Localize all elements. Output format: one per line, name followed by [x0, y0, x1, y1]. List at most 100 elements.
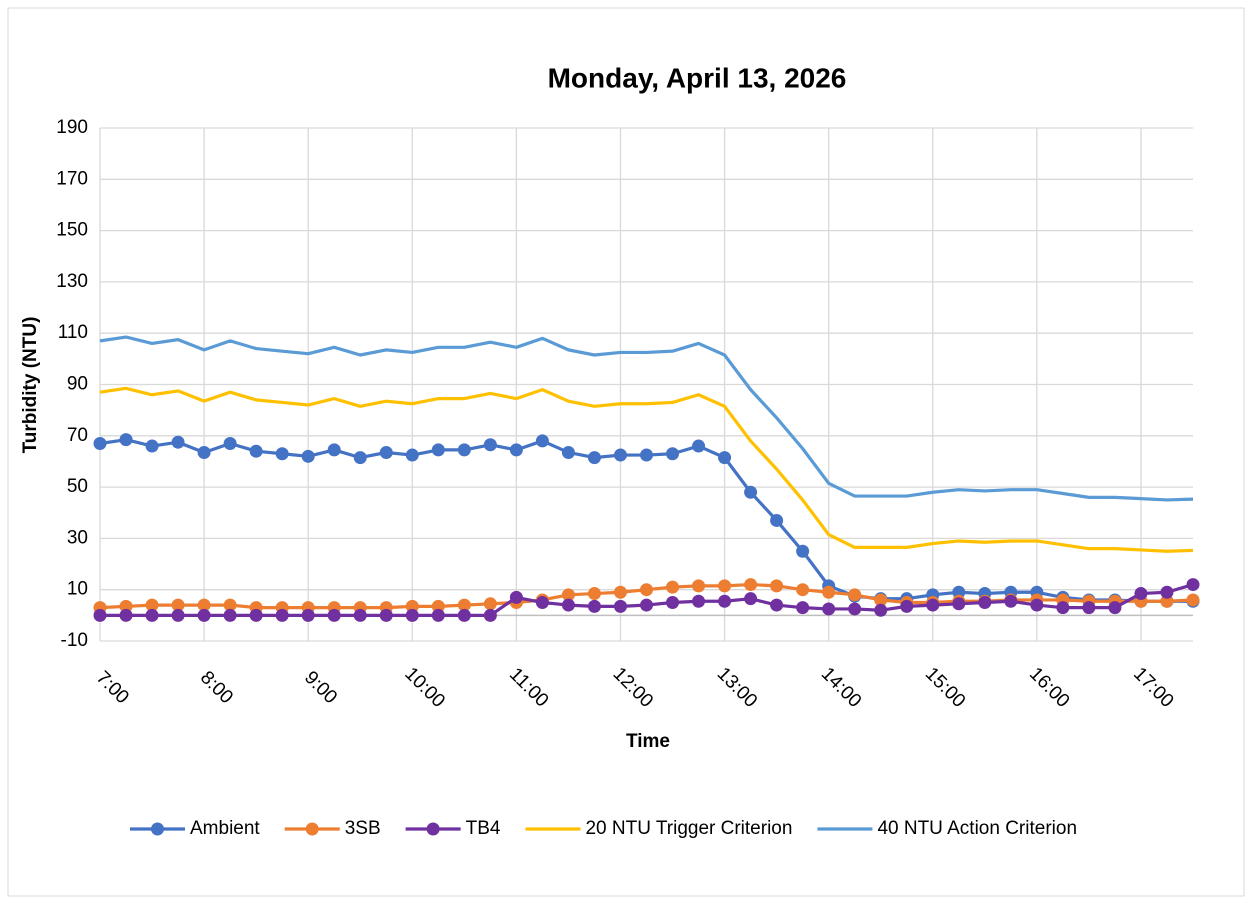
series-line — [99, 335, 1194, 502]
y-tick-label: 130 — [56, 271, 88, 292]
y-tick-label: 70 — [67, 425, 88, 446]
data-point — [1108, 601, 1122, 615]
legend-marker — [426, 822, 440, 836]
data-point — [145, 439, 159, 453]
y-tick-label: 110 — [58, 322, 88, 343]
data-point — [223, 608, 237, 622]
data-point — [327, 443, 341, 457]
data-point — [1056, 601, 1070, 615]
legend-label: TB4 — [466, 818, 501, 839]
data-point — [874, 593, 888, 607]
data-point — [1134, 587, 1148, 601]
legend-label: Ambient — [190, 818, 260, 839]
data-point — [561, 445, 575, 459]
data-point — [822, 585, 836, 599]
y-axis-label: Turbidity (NTU) — [20, 317, 41, 454]
data-point — [119, 433, 133, 447]
data-point — [952, 597, 966, 611]
data-point — [744, 578, 758, 592]
data-point — [301, 608, 315, 622]
data-point — [666, 447, 680, 461]
data-point — [848, 602, 862, 616]
data-point — [692, 579, 706, 593]
data-point — [405, 448, 419, 462]
data-point — [249, 444, 263, 458]
data-point — [1160, 594, 1174, 608]
data-point — [978, 596, 992, 610]
y-tick-label: 10 — [67, 579, 88, 600]
data-point — [119, 608, 133, 622]
data-point — [640, 448, 653, 462]
data-point — [692, 594, 706, 608]
data-point — [119, 599, 133, 613]
x-axis-label: Time — [626, 731, 670, 752]
legend-marker — [305, 822, 319, 836]
y-tick-label: -10 — [61, 630, 88, 651]
data-point — [952, 585, 966, 599]
data-point — [613, 585, 627, 599]
data-point — [249, 608, 263, 622]
series-line — [99, 386, 1194, 553]
data-point — [1030, 598, 1044, 612]
data-point — [718, 594, 732, 608]
y-tick-label: 90 — [67, 374, 88, 395]
data-point — [848, 588, 862, 602]
data-point — [796, 583, 810, 597]
data-point — [561, 598, 575, 612]
data-point — [535, 434, 549, 448]
data-point — [1186, 578, 1200, 592]
data-point — [223, 598, 237, 612]
data-point — [666, 580, 680, 594]
data-point — [613, 599, 627, 613]
legend-label: 40 NTU Action Criterion — [877, 818, 1077, 839]
data-point — [796, 601, 810, 615]
data-point — [145, 598, 159, 612]
data-point — [822, 602, 836, 616]
data-point — [223, 436, 237, 450]
data-point — [171, 435, 185, 449]
data-point — [93, 436, 107, 450]
y-tick-label: 30 — [67, 527, 88, 548]
data-point — [379, 445, 393, 459]
data-point — [1160, 585, 1174, 599]
data-point — [796, 544, 810, 558]
data-point — [613, 448, 627, 462]
data-point — [301, 449, 315, 463]
data-point — [353, 451, 367, 465]
data-point — [1082, 601, 1096, 615]
data-point — [405, 599, 419, 613]
data-point — [353, 608, 367, 622]
data-point — [431, 599, 445, 613]
data-point — [93, 608, 107, 622]
data-point — [770, 513, 784, 527]
data-point — [770, 579, 784, 593]
y-tick-label: 170 — [56, 168, 88, 189]
data-point — [718, 579, 732, 593]
data-point — [171, 608, 185, 622]
data-point — [874, 603, 888, 617]
data-point — [744, 485, 758, 499]
data-point — [587, 587, 601, 601]
data-point — [561, 588, 575, 602]
data-point — [457, 608, 471, 622]
data-point — [197, 445, 211, 459]
data-point — [457, 598, 471, 612]
data-point — [171, 598, 185, 612]
data-point — [640, 598, 653, 612]
data-point — [770, 598, 784, 612]
data-point — [1186, 593, 1200, 607]
data-point — [718, 451, 732, 465]
y-tick-label: 190 — [56, 117, 88, 138]
data-point — [587, 599, 601, 613]
data-point — [1004, 594, 1018, 608]
data-point — [483, 438, 497, 452]
data-point — [587, 451, 601, 465]
data-point — [666, 596, 680, 610]
data-point — [431, 608, 445, 622]
data-point — [457, 443, 471, 457]
y-tick-label: 50 — [67, 476, 88, 497]
data-point — [692, 439, 706, 453]
data-point — [275, 447, 289, 461]
legend-label: 3SB — [345, 818, 381, 839]
data-point — [483, 597, 497, 611]
